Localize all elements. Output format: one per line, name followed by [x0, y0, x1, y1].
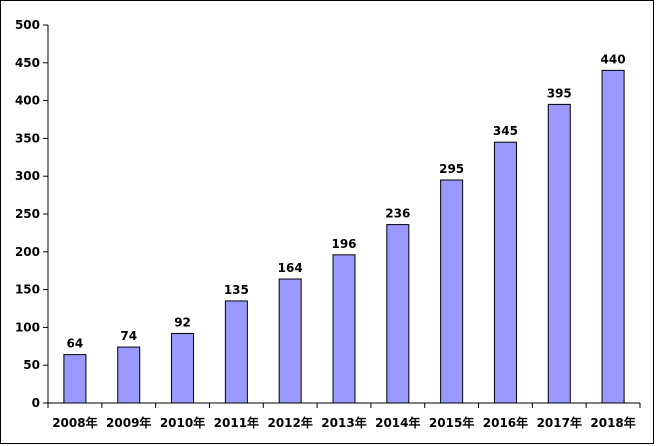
x-axis: 2008年 2009年 2010年 2011年 2012年 2013年 2014年 2015年… — [47, 402, 641, 430]
data-label: 135 — [224, 283, 249, 297]
x-tick-label: 2018年 — [590, 415, 635, 430]
y-tick-label: 500 — [15, 18, 40, 32]
data-label: 440 — [601, 52, 626, 66]
x-tick-label: 2013年 — [321, 415, 366, 430]
y-tick-label: 50 — [23, 358, 40, 372]
x-tick-label: 2008年 — [52, 415, 97, 430]
bar — [171, 332, 195, 404]
x-tick-label: 2011年 — [214, 415, 259, 430]
data-label: 74 — [120, 329, 137, 343]
bar — [386, 224, 410, 404]
x-tick-label: 2014年 — [375, 415, 420, 430]
x-tick-label: 2009年 — [106, 415, 151, 430]
data-label: 395 — [547, 86, 572, 100]
bar — [493, 141, 517, 404]
y-tick-label: 0 — [32, 396, 40, 410]
x-tick-label: 2012年 — [267, 415, 312, 430]
bar — [117, 346, 141, 404]
y-tick-label: 100 — [15, 320, 40, 334]
bar — [547, 103, 571, 404]
data-label: 236 — [385, 207, 410, 221]
y-tick-label: 200 — [15, 245, 40, 259]
y-tick-label: 300 — [15, 169, 40, 183]
bar — [278, 278, 302, 404]
data-label: 345 — [493, 124, 518, 138]
y-tick-label: 350 — [15, 131, 40, 145]
y-tick-label: 150 — [15, 283, 40, 297]
bar-series — [63, 69, 625, 404]
bar — [601, 69, 625, 404]
x-tick-label: 2015年 — [429, 415, 474, 430]
y-axis: 0 50 100 150 200 250 300 350 400 450 500 — [15, 18, 49, 410]
y-tick-label: 250 — [15, 207, 40, 221]
data-label: 196 — [331, 237, 356, 251]
data-label: 164 — [278, 261, 303, 275]
x-tick-label: 2016年 — [483, 415, 528, 430]
bar — [440, 179, 464, 404]
x-tick-label: 2017年 — [537, 415, 582, 430]
bar — [63, 354, 87, 404]
y-tick-label: 400 — [15, 94, 40, 108]
data-label: 295 — [439, 162, 464, 176]
data-label: 92 — [174, 315, 191, 329]
bar — [332, 254, 356, 404]
x-tick-label: 2010年 — [160, 415, 205, 430]
data-label: 64 — [67, 337, 84, 351]
bar — [224, 300, 248, 404]
y-tick-label: 450 — [15, 56, 40, 70]
data-labels: 64 74 92 135 164 196 236 295 345 395 440 — [67, 52, 626, 350]
